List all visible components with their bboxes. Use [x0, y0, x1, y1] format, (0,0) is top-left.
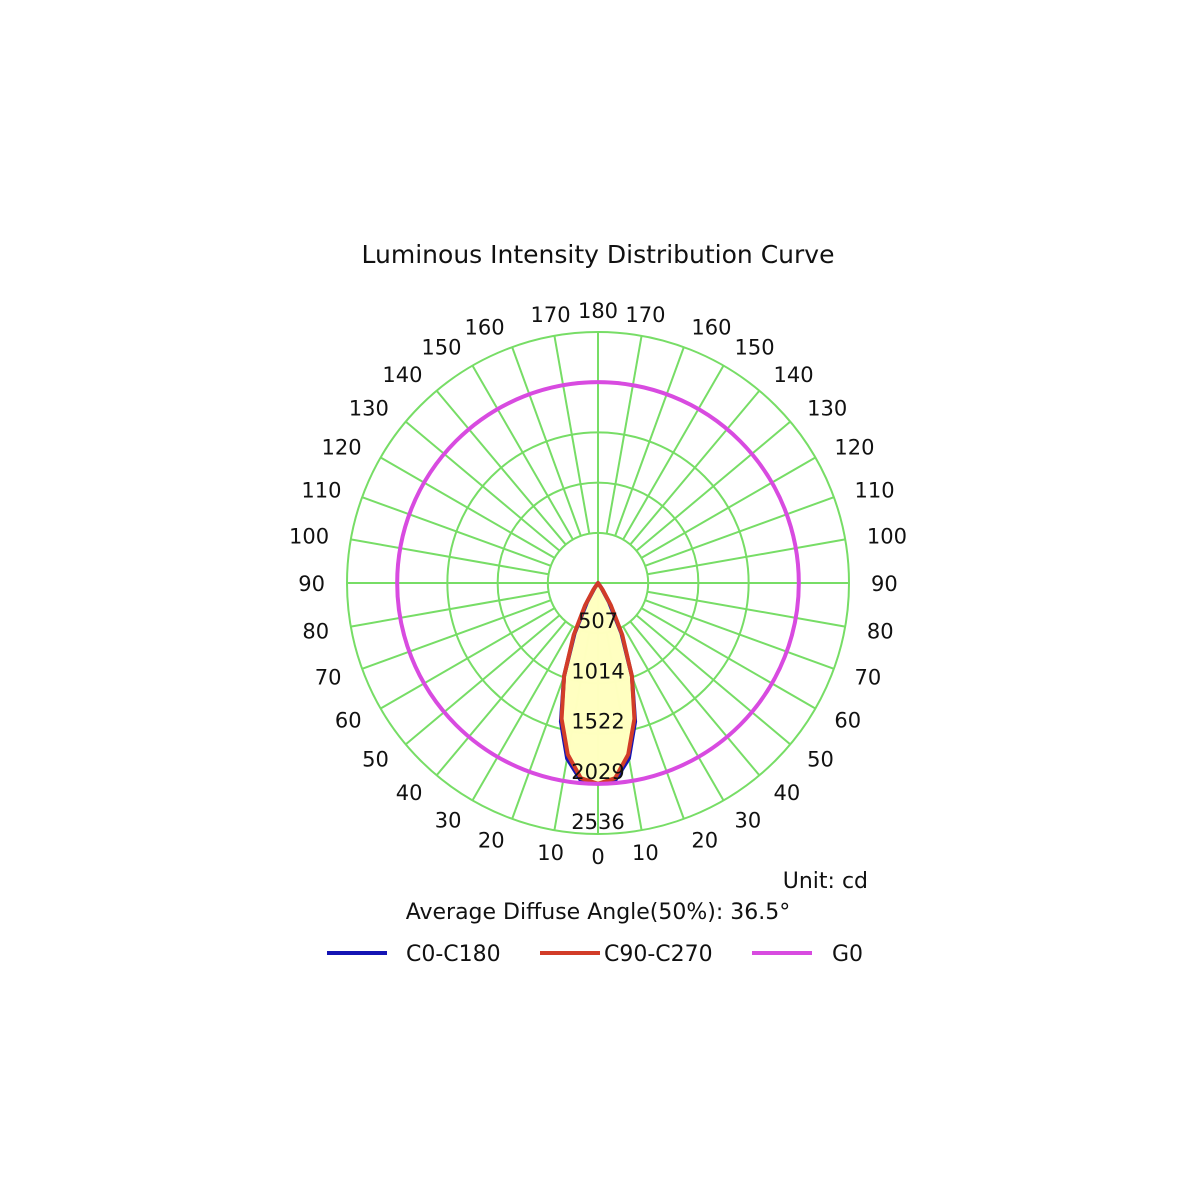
angle-label: 160 [465, 316, 505, 340]
angle-label: 30 [735, 808, 762, 832]
angle-label: 80 [302, 619, 329, 643]
ring-label: 2536 [571, 810, 624, 834]
ring-label: 1522 [571, 710, 624, 734]
angle-label: 140 [774, 363, 814, 387]
angle-labels: 0102030405060708090100110120130140150160… [289, 299, 907, 869]
legend-label-c90-c270: C90-C270 [604, 942, 713, 967]
grid-spoke [405, 614, 561, 746]
grid-spoke [622, 365, 725, 541]
grid-spoke [629, 620, 761, 776]
grid-spoke [350, 590, 549, 628]
angle-label: 70 [315, 665, 342, 689]
grid-spoke [622, 625, 725, 801]
angle-label: 90 [298, 572, 325, 596]
curve-fill [560, 583, 636, 784]
angle-label: 100 [289, 525, 329, 549]
diffuse-angle-note: Average Diffuse Angle(50%): 36.5° [406, 900, 791, 925]
unit-label: Unit: cd [783, 869, 868, 894]
grid-spoke [629, 390, 761, 546]
angle-label: 90 [871, 572, 898, 596]
grid-spoke [644, 599, 835, 670]
angle-label: 0 [591, 845, 604, 869]
angle-label: 100 [867, 525, 907, 549]
angle-label: 60 [335, 709, 362, 733]
angle-label: 180 [578, 299, 618, 323]
grid-spoke [640, 456, 816, 559]
grid-spoke [405, 420, 561, 552]
grid-spoke [471, 365, 574, 541]
legend: C0-C180 C90-C270 G0 [327, 942, 863, 967]
angle-label: 120 [834, 436, 874, 460]
chart-title: Luminous Intensity Distribution Curve [362, 240, 835, 269]
grid-spoke [380, 456, 556, 559]
grid-spoke [435, 620, 567, 776]
angle-label: 40 [774, 781, 801, 805]
angle-label: 60 [834, 709, 861, 733]
angle-label: 150 [735, 336, 775, 360]
grid-spoke [605, 335, 643, 534]
series-g0-curve [395, 380, 801, 786]
legend-label-c0-c180: C0-C180 [406, 942, 501, 967]
grid-spoke [361, 599, 552, 670]
ring-labels: 507 1014 1522 2029 2536 [571, 609, 624, 834]
grid-spoke [511, 346, 582, 537]
ring-label: 507 [578, 609, 618, 633]
angle-label: 130 [807, 397, 847, 421]
grid-spoke [635, 420, 791, 552]
grid-spoke [635, 614, 791, 746]
angle-label: 170 [531, 303, 571, 327]
angle-label: 80 [867, 619, 894, 643]
angle-label: 150 [421, 336, 461, 360]
grid-spoke [640, 607, 816, 710]
angle-label: 110 [301, 479, 341, 503]
angle-label: 130 [349, 397, 389, 421]
grid-spoke [471, 625, 574, 801]
angle-label: 20 [691, 829, 718, 853]
angle-label: 40 [396, 781, 423, 805]
grid-spoke [647, 538, 846, 576]
grid-spoke [614, 346, 685, 537]
legend-label-g0: G0 [832, 942, 863, 967]
grid-spoke [647, 590, 846, 628]
angle-label: 10 [537, 841, 564, 865]
angle-label: 10 [632, 841, 659, 865]
angle-label: 20 [478, 829, 505, 853]
angle-label: 70 [855, 665, 882, 689]
series-fill-1 [561, 583, 635, 784]
ring-label: 1014 [571, 659, 624, 683]
intensity-curves [395, 380, 801, 786]
grid-spoke [380, 607, 556, 710]
grid-spoke [553, 335, 591, 534]
grid-spoke [361, 496, 552, 567]
grid-spoke [644, 496, 835, 567]
angle-label: 160 [691, 316, 731, 340]
angle-label: 140 [382, 363, 422, 387]
angle-label: 120 [322, 436, 362, 460]
ring-label: 2029 [571, 760, 624, 784]
angle-label: 50 [362, 748, 389, 772]
angle-label: 30 [435, 808, 462, 832]
grid-spoke [435, 390, 567, 546]
angle-label: 110 [855, 479, 895, 503]
angle-label: 170 [625, 303, 665, 327]
grid-spoke [350, 538, 549, 576]
angle-label: 50 [807, 748, 834, 772]
